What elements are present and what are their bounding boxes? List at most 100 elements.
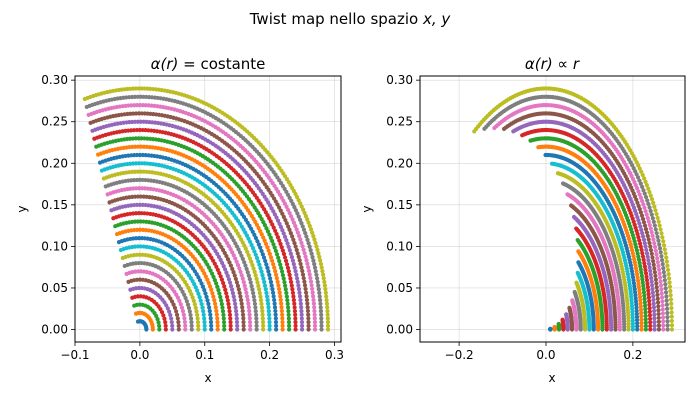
scatter-point: [234, 309, 239, 314]
scatter-point: [299, 265, 304, 270]
scatter-point: [280, 323, 285, 328]
scatter-point: [229, 284, 234, 289]
scatter-point: [269, 283, 274, 288]
scatter-point: [115, 232, 120, 237]
scatter-point: [649, 212, 654, 217]
scatter-point: [651, 237, 656, 242]
scatter-point: [183, 323, 188, 328]
scatter-point: [295, 251, 300, 256]
scatter-point: [665, 310, 670, 316]
scatter-point: [630, 315, 635, 320]
scatter-point: [195, 316, 200, 321]
scatter-point: [297, 258, 302, 263]
scatter-point: [305, 217, 310, 222]
scatter-point: [202, 327, 207, 332]
scatter-point: [640, 231, 645, 236]
scatter-point: [221, 312, 226, 317]
scatter-point: [214, 308, 219, 314]
scatter-point: [647, 222, 652, 228]
scatter-point: [234, 320, 240, 325]
scatter-point: [306, 312, 311, 317]
scatter-point: [193, 285, 198, 290]
scatter-point: [302, 283, 308, 288]
scatter-point: [292, 205, 297, 210]
scatter-point: [248, 327, 253, 332]
scatter-point: [317, 290, 322, 295]
scatter-point: [261, 235, 266, 240]
scatter-point: [660, 262, 665, 267]
scatter-point: [113, 224, 118, 229]
scatter-point: [138, 144, 144, 149]
scatter-point: [276, 283, 281, 288]
scatter-point: [319, 312, 324, 317]
scatter-point: [653, 248, 658, 253]
scatter-point: [659, 258, 665, 263]
scatter-point: [254, 255, 260, 261]
scatter-point: [264, 290, 269, 295]
scatter-point: [669, 327, 675, 332]
scatter-point: [276, 286, 282, 292]
scatter-point: [651, 200, 656, 206]
scatter-point: [248, 323, 253, 328]
scatter-point: [646, 292, 651, 297]
scatter-point: [663, 286, 668, 291]
scatter-point: [317, 254, 322, 259]
scatter-point: [224, 294, 230, 299]
scatter-point: [231, 294, 236, 299]
scatter-point: [635, 321, 640, 326]
scatter-point: [171, 302, 176, 307]
ring-series-8: [572, 289, 583, 332]
scatter-point: [660, 299, 665, 304]
scatter-point: [245, 270, 250, 275]
scatter-point: [182, 316, 187, 321]
x-tick-label: 0.3: [325, 348, 344, 362]
scatter-point: [635, 175, 641, 180]
scatter-point: [213, 305, 218, 310]
scatter-point: [274, 252, 280, 257]
scatter-point: [221, 320, 227, 325]
scatter-point: [318, 305, 323, 310]
scatter-point: [297, 290, 302, 295]
scatter-point: [286, 305, 291, 310]
scatter-point: [663, 290, 669, 295]
scatter-point: [139, 236, 144, 241]
scatter-point: [637, 288, 642, 293]
scatter-point: [220, 260, 225, 266]
scatter-point: [574, 280, 579, 285]
scatter-point: [274, 215, 279, 220]
scatter-point: [296, 198, 301, 203]
scatter-point: [140, 103, 146, 108]
scatter-point: [648, 268, 653, 274]
scatter-point: [661, 239, 666, 244]
scatter-point: [174, 309, 179, 314]
scatter-point: [306, 316, 311, 321]
scatter-point: [319, 316, 324, 321]
scatter-point: [294, 276, 300, 281]
scatter-point: [183, 295, 188, 301]
scatter-point: [246, 253, 251, 258]
scatter-point: [255, 239, 260, 244]
scatter-point: [132, 303, 137, 308]
scatter-point: [639, 270, 644, 275]
scatter-point: [266, 308, 271, 314]
scatter-point: [177, 298, 182, 303]
scatter-point: [233, 301, 238, 306]
scatter-point: [304, 234, 309, 239]
scatter-point: [637, 260, 642, 266]
scatter-point: [646, 258, 651, 263]
scatter-point: [638, 298, 643, 303]
scatter-point: [197, 295, 202, 300]
ring-series-18: [560, 181, 627, 332]
scatter-point: [190, 295, 195, 300]
scatter-point: [637, 192, 642, 197]
scatter-point: [648, 208, 653, 214]
scatter-point: [285, 298, 290, 303]
scatter-point: [288, 230, 293, 236]
scatter-point: [124, 271, 129, 276]
scatter-point: [636, 203, 641, 209]
scatter-point: [649, 230, 654, 235]
scatter-point: [317, 298, 323, 303]
scatter-point: [647, 299, 652, 304]
scatter-point: [257, 287, 262, 292]
scatter-point: [271, 262, 276, 267]
